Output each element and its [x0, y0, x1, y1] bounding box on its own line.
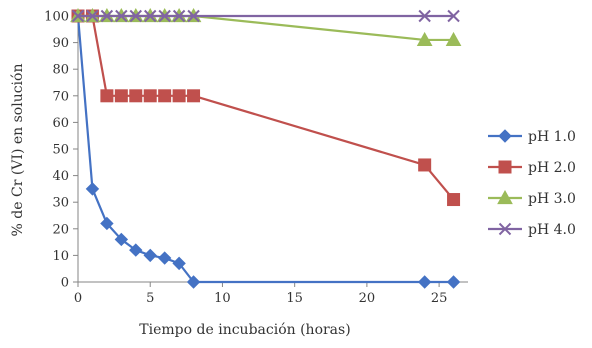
data-point-ph-4-0 [447, 9, 460, 23]
series-ph-3-0 [70, 7, 462, 47]
data-point-ph-4-0 [86, 9, 99, 23]
data-point-ph-4-0 [71, 9, 85, 23]
data-point-ph-1-0 [157, 251, 172, 265]
axes: 0 10 20 30 40 50 60 70 80 90 100 0 5 10 15 20 25 [44, 10, 468, 306]
legend-marker [498, 222, 512, 236]
data-point-ph-1-0 [129, 243, 143, 257]
data-point-ph-4-0 [129, 9, 142, 23]
x-axis-title: Tiempo de incubación (horas) [139, 322, 350, 338]
series-line-ph-2-0 [78, 14, 455, 201]
y-tick-label: 70 [52, 89, 69, 104]
x-tick-label: 25 [431, 291, 448, 306]
data-point-ph-1-0 [417, 275, 432, 289]
y-tick-label: 50 [52, 143, 69, 158]
data-point-ph-4-0 [100, 9, 114, 23]
x-tick-label: 10 [214, 291, 231, 306]
y-tick-label: 80 [52, 63, 69, 78]
data-point-ph-3-0 [445, 31, 462, 47]
y-tick-label: 0 [61, 276, 69, 291]
data-point-ph-1-0 [143, 248, 157, 263]
data-point-ph-1-0 [114, 232, 129, 247]
series-layer [70, 7, 462, 289]
data-point-ph-2-0 [187, 89, 201, 103]
x-tick-label: 15 [286, 291, 303, 306]
data-point-ph-2-0 [172, 89, 186, 103]
data-point-ph-1-0 [100, 216, 114, 231]
x-tick-label: 0 [74, 291, 82, 306]
series-ph-2-0 [71, 9, 461, 207]
y-tick-label: 90 [52, 36, 69, 51]
data-point-ph-1-0 [186, 275, 201, 289]
series-ph-4-0 [71, 9, 460, 23]
data-point-ph-2-0 [114, 89, 128, 103]
data-point-ph-1-0 [85, 182, 100, 196]
y-tick-label: 40 [52, 169, 69, 184]
series-ph-1-0 [71, 9, 461, 289]
data-point-ph-2-0 [158, 89, 172, 103]
x-tick-label: 20 [359, 291, 376, 306]
data-point-ph-2-0 [100, 89, 114, 103]
y-tick-label: 60 [52, 116, 69, 131]
data-point-ph-2-0 [447, 193, 461, 207]
legend-marker [498, 160, 512, 174]
legend-label: pH 1.0 [528, 129, 576, 145]
legend: pH 1.0 pH 2.0 pH 3.0 pH 4.0 [488, 129, 576, 238]
data-point-ph-1-0 [172, 256, 186, 271]
legend-item-ph-2-0: pH 2.0 [488, 160, 576, 176]
legend-item-ph-3-0: pH 3.0 [488, 189, 576, 207]
y-tick-label: 100 [44, 10, 69, 25]
legend-marker [498, 129, 512, 143]
y-tick-label: 30 [52, 196, 69, 211]
data-point-ph-4-0 [144, 9, 157, 23]
legend-label: pH 4.0 [528, 222, 576, 238]
data-point-ph-4-0 [418, 9, 431, 23]
legend-marker [497, 189, 513, 205]
x-tick-label: 5 [146, 291, 154, 306]
y-axis-title: % de Cr (VI) en solución [10, 64, 26, 237]
data-point-ph-4-0 [115, 9, 128, 23]
data-point-ph-4-0 [158, 9, 171, 23]
y-tick-label: 20 [52, 222, 69, 237]
data-point-ph-4-0 [172, 9, 186, 23]
data-point-ph-1-0 [446, 275, 461, 289]
data-point-ph-2-0 [129, 89, 143, 103]
legend-label: pH 2.0 [528, 160, 576, 176]
legend-item-ph-4-0: pH 4.0 [488, 222, 576, 238]
y-tick-label: 10 [52, 249, 69, 264]
legend-label: pH 3.0 [528, 191, 576, 207]
data-point-ph-2-0 [418, 158, 432, 172]
series-line-ph-1-0 [76, 15, 454, 284]
data-point-ph-3-0 [416, 31, 433, 47]
legend-item-ph-1-0: pH 1.0 [488, 129, 576, 145]
data-point-ph-4-0 [187, 9, 200, 23]
data-point-ph-2-0 [143, 89, 157, 103]
